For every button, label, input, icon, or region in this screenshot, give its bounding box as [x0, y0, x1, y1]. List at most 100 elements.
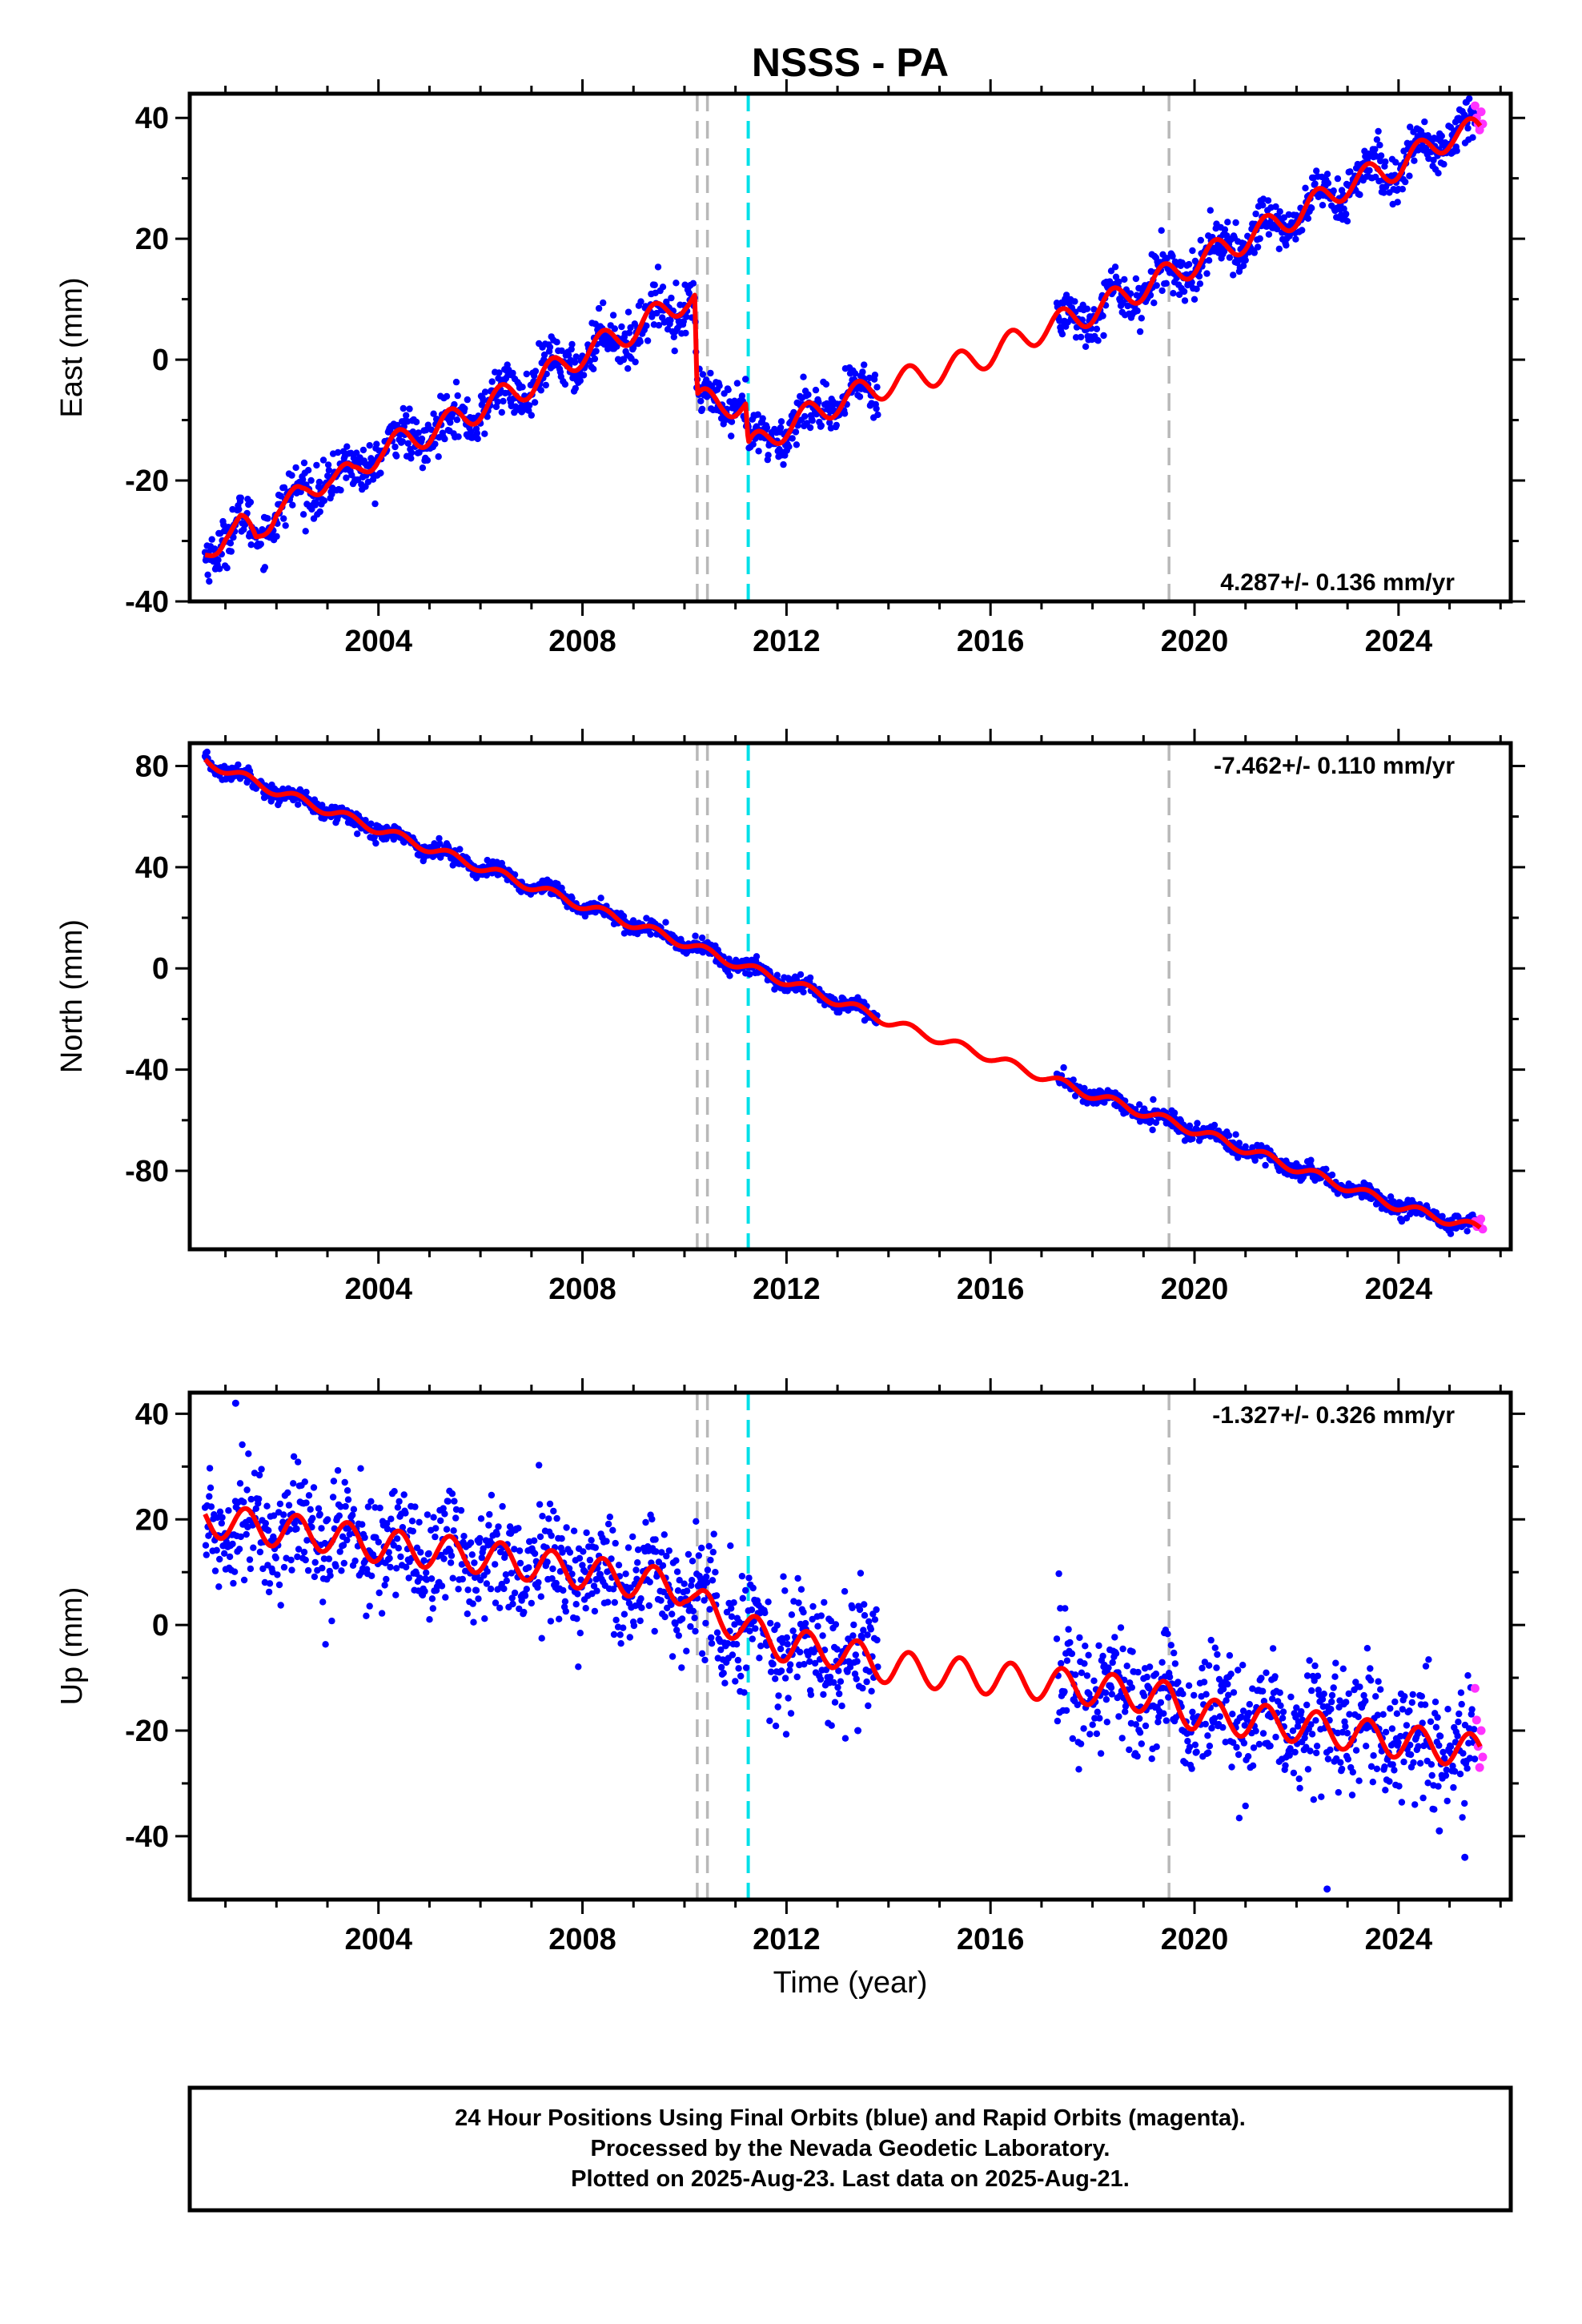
final-orbit-point — [1295, 1775, 1303, 1783]
final-orbit-point — [1265, 231, 1273, 238]
final-orbit-point — [746, 1627, 753, 1634]
final-orbit-point — [780, 460, 787, 468]
final-orbit-point — [773, 1622, 781, 1629]
final-orbit-point — [622, 1570, 629, 1578]
final-orbit-point — [1149, 1126, 1156, 1134]
final-orbit-point — [1382, 1787, 1389, 1794]
final-orbit-point — [612, 1539, 619, 1547]
final-orbit-point — [851, 1671, 859, 1678]
final-orbit-point — [805, 391, 812, 398]
final-orbit-point — [713, 1592, 721, 1599]
final-orbit-point — [328, 490, 335, 498]
final-orbit-point — [1216, 1713, 1224, 1720]
final-orbit-point — [629, 1533, 636, 1541]
final-orbit-point — [1377, 1686, 1384, 1693]
final-orbit-point — [311, 1573, 319, 1581]
final-orbit-point — [255, 1495, 263, 1503]
final-orbit-point — [307, 476, 315, 485]
final-orbit-point — [767, 1619, 774, 1627]
final-orbit-point — [801, 412, 809, 420]
final-orbit-point — [754, 411, 761, 418]
final-orbit-point — [580, 1548, 587, 1555]
final-orbit-point — [1335, 1789, 1343, 1796]
final-orbit-point — [661, 1531, 668, 1538]
final-orbit-point — [440, 1505, 447, 1512]
final-orbit-point — [698, 1650, 706, 1657]
final-orbit-point — [262, 1520, 269, 1527]
final-orbit-point — [611, 325, 618, 332]
final-orbit-point — [653, 309, 661, 317]
final-orbit-point — [783, 1634, 790, 1642]
x-tick-label: 2024 — [1365, 625, 1433, 658]
final-orbit-point — [1230, 1689, 1238, 1696]
final-orbit-point — [1435, 1827, 1443, 1835]
final-orbit-point — [1102, 1689, 1110, 1696]
final-orbit-point — [593, 1587, 600, 1594]
final-orbit-point — [456, 846, 464, 853]
final-orbit-point — [340, 1559, 347, 1567]
final-orbit-point — [806, 974, 814, 982]
final-orbit-point — [493, 1530, 500, 1538]
final-orbit-point — [832, 1621, 840, 1628]
final-orbit-point — [261, 564, 269, 571]
final-orbit-point — [738, 392, 746, 400]
final-orbit-point — [1435, 1742, 1443, 1749]
final-orbit-point — [480, 1545, 487, 1552]
final-orbit-point — [780, 1573, 787, 1580]
final-orbit-point — [544, 1558, 551, 1566]
final-orbit-point — [285, 1502, 293, 1509]
final-orbit-point — [777, 1667, 785, 1675]
x-tick-label: 2016 — [957, 625, 1025, 658]
final-orbit-point — [725, 955, 733, 963]
final-orbit-point — [441, 435, 448, 443]
final-orbit-point — [334, 448, 342, 456]
final-orbit-point — [765, 452, 772, 459]
final-orbit-point — [287, 1556, 295, 1564]
final-orbit-point — [211, 545, 219, 553]
final-orbit-point — [675, 1632, 682, 1639]
final-orbit-point — [1081, 1660, 1088, 1667]
final-orbit-point — [1271, 1673, 1279, 1680]
final-orbit-point — [216, 1508, 224, 1516]
final-orbit-point — [568, 340, 576, 348]
final-orbit-point — [319, 1564, 326, 1572]
final-orbit-point — [322, 1641, 329, 1648]
final-orbit-point — [735, 1665, 742, 1672]
final-orbit-point — [617, 1640, 624, 1647]
final-orbit-point — [556, 1615, 563, 1622]
event-lines — [696, 743, 1170, 1249]
final-orbit-point — [1235, 1751, 1243, 1759]
final-orbit-point — [1324, 1755, 1332, 1763]
final-orbit-point — [470, 1618, 477, 1626]
final-orbit-point — [579, 1562, 586, 1569]
final-orbit-point — [484, 413, 491, 420]
final-orbit-point — [316, 1510, 323, 1518]
rapid-orbit-point — [1476, 107, 1486, 117]
final-orbit-point — [426, 1616, 433, 1623]
final-orbit-point — [1311, 180, 1319, 187]
final-orbit-point — [461, 405, 468, 412]
final-orbit-point — [1440, 160, 1447, 168]
final-orbit-point — [409, 428, 416, 436]
final-orbit-point — [868, 1687, 875, 1695]
final-orbit-point — [609, 1526, 616, 1534]
final-orbit-point — [1180, 287, 1188, 296]
final-orbit-point — [658, 1549, 665, 1556]
final-orbit-point — [1164, 1630, 1171, 1638]
final-orbit-point — [1096, 1715, 1103, 1722]
final-orbit-point — [1121, 275, 1128, 283]
plot-frame — [187, 741, 1513, 1252]
final-orbit-point — [849, 1604, 856, 1612]
final-orbit-point — [1240, 1739, 1248, 1747]
final-orbit-point — [687, 1622, 694, 1630]
final-orbit-point — [576, 377, 584, 384]
final-orbit-point — [1468, 1706, 1476, 1713]
final-orbit-point — [1411, 157, 1418, 164]
final-orbit-point — [392, 1591, 400, 1598]
final-orbit-point — [393, 452, 400, 460]
final-orbit-point — [565, 352, 572, 359]
final-orbit-point — [319, 456, 327, 464]
final-orbit-point — [1174, 1679, 1182, 1686]
final-orbit-point — [1077, 1740, 1085, 1747]
final-orbit-point — [460, 1533, 468, 1540]
